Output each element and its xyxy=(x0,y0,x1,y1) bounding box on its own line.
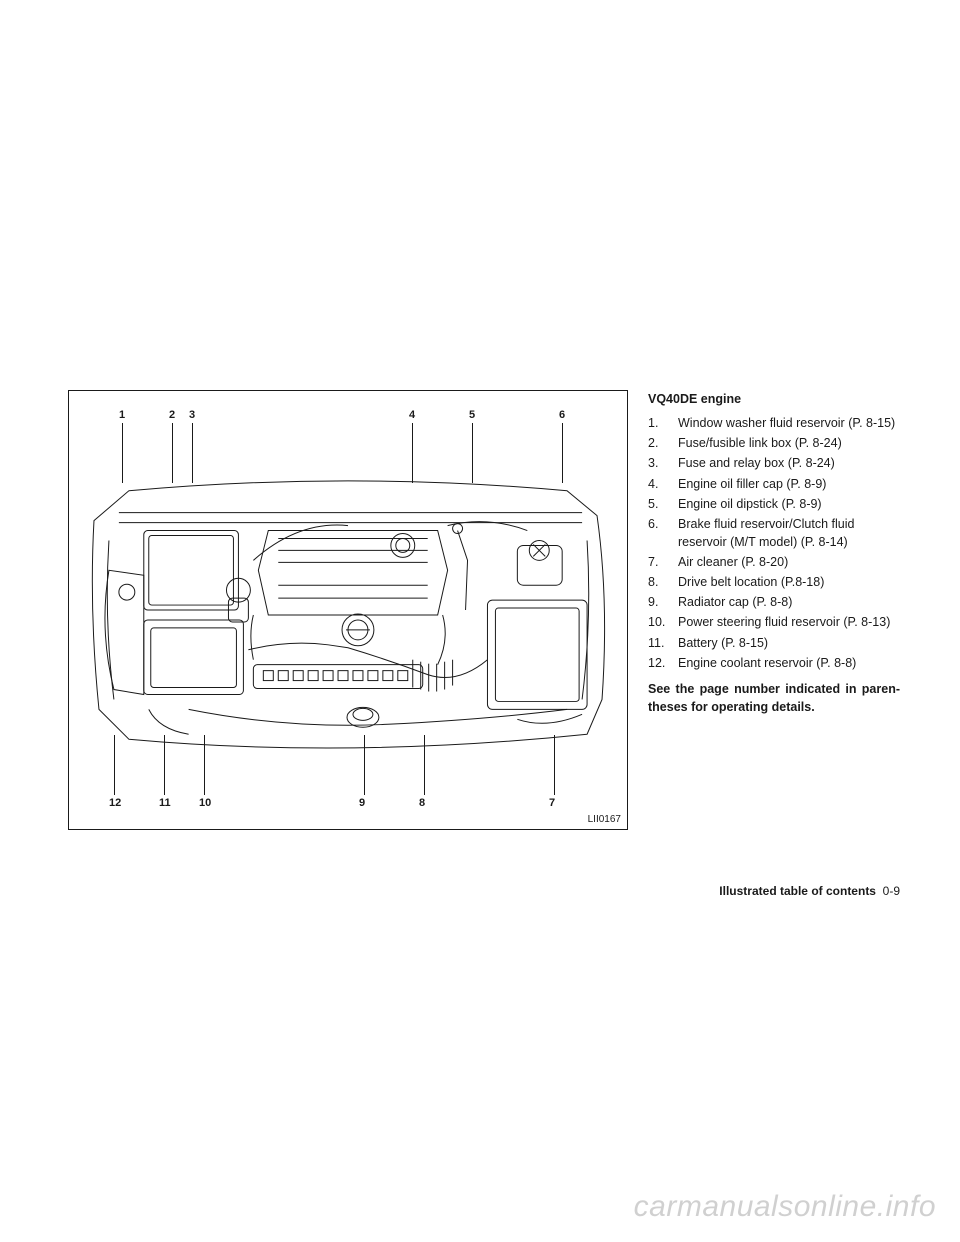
callout-number: 7 xyxy=(549,797,555,809)
callout-number: 1 xyxy=(119,409,125,421)
legend-item-num: 6. xyxy=(648,515,668,551)
legend-item-num: 5. xyxy=(648,495,668,513)
callout-number: 5 xyxy=(469,409,475,421)
legend-item: 8. Drive belt location (P.8-18) xyxy=(648,573,900,591)
legend-item-text: Air cleaner (P. 8-20) xyxy=(678,553,788,571)
legend-item-text: Engine oil dipstick (P. 8-9) xyxy=(678,495,822,513)
legend-item: 4. Engine oil filler cap (P. 8-9) xyxy=(648,475,900,493)
legend-item-num: 11. xyxy=(648,634,668,652)
callout-leader xyxy=(424,735,425,795)
footer-section: Illustrated table of contents xyxy=(719,884,876,898)
legend-item-text: Power steering fluid reservoir (P. 8-13) xyxy=(678,613,890,631)
legend-item: 12. Engine coolant reservoir (P. 8-8) xyxy=(648,654,900,672)
callout-leader xyxy=(164,735,165,795)
legend-item-text: Fuse and relay box (P. 8-24) xyxy=(678,454,835,472)
legend-item: 2. Fuse/fusible link box (P. 8-24) xyxy=(648,434,900,452)
watermark: carmanualsonline.info xyxy=(634,1190,936,1224)
legend-item-num: 4. xyxy=(648,475,668,493)
legend-list: 1. Window washer fluid reservoir (P. 8-15… xyxy=(648,414,900,672)
legend-item-num: 12. xyxy=(648,654,668,672)
callout-leader xyxy=(562,423,563,483)
legend-item: 5. Engine oil dipstick (P. 8-9) xyxy=(648,495,900,513)
figure-ref: LII0167 xyxy=(588,814,621,825)
legend-item: 3. Fuse and relay box (P. 8-24) xyxy=(648,454,900,472)
legend-item: 1. Window washer fluid reservoir (P. 8-15… xyxy=(648,414,900,432)
legend-item-num: 2. xyxy=(648,434,668,452)
legend-item-num: 7. xyxy=(648,553,668,571)
legend-item-num: 9. xyxy=(648,593,668,611)
manual-page: LII0167 123456121110987 VQ40DE engine 1.… xyxy=(68,390,900,830)
legend-item-num: 1. xyxy=(648,414,668,432)
callout-leader xyxy=(554,735,555,795)
legend-item: 6. Brake fluid reservoir/Clutch fluid res… xyxy=(648,515,900,551)
legend-item: 7. Air cleaner (P. 8-20) xyxy=(648,553,900,571)
legend-item: 9. Radiator cap (P. 8-8) xyxy=(648,593,900,611)
callout-number: 9 xyxy=(359,797,365,809)
callout-number: 10 xyxy=(199,797,211,809)
legend-item-text: Window washer fluid reservoir (P. 8-15) xyxy=(678,414,895,432)
callout-number: 4 xyxy=(409,409,415,421)
legend-item-num: 10. xyxy=(648,613,668,631)
callout-leader xyxy=(122,423,123,483)
callout-leader xyxy=(114,735,115,795)
callout-number: 12 xyxy=(109,797,121,809)
legend-item-text: Battery (P. 8-15) xyxy=(678,634,768,652)
legend-item-text: Engine oil filler cap (P. 8-9) xyxy=(678,475,826,493)
legend-item-text: Brake fluid reservoir/Clutch fluid reser… xyxy=(678,515,900,551)
legend-item-num: 8. xyxy=(648,573,668,591)
callout-number: 2 xyxy=(169,409,175,421)
legend-item: 10. Power steering fluid reservoir (P. 8-… xyxy=(648,613,900,631)
callout-number: 8 xyxy=(419,797,425,809)
legend-item-text: Engine coolant reservoir (P. 8-8) xyxy=(678,654,856,672)
legend-column: VQ40DE engine 1. Window washer fluid rese… xyxy=(648,390,900,830)
callout-leader xyxy=(172,423,173,483)
engine-figure-box: LII0167 123456121110987 xyxy=(68,390,628,830)
legend-item: 11. Battery (P. 8-15) xyxy=(648,634,900,652)
callout-leader xyxy=(364,735,365,795)
page-footer: Illustrated table of contents 0-9 xyxy=(719,884,900,898)
engine-heading: VQ40DE engine xyxy=(648,390,900,408)
legend-item-text: Fuse/fusible link box (P. 8-24) xyxy=(678,434,842,452)
legend-item-num: 3. xyxy=(648,454,668,472)
legend-item-text: Radiator cap (P. 8-8) xyxy=(678,593,792,611)
engine-drawing xyxy=(89,461,607,769)
legend-item-text: Drive belt location (P.8-18) xyxy=(678,573,824,591)
callout-leader xyxy=(472,423,473,483)
callout-leader xyxy=(412,423,413,483)
legend-note: See the page number indicated in paren­t… xyxy=(648,680,900,716)
footer-page: 0-9 xyxy=(883,884,900,898)
callout-leader xyxy=(192,423,193,483)
callout-leader xyxy=(204,735,205,795)
callout-number: 11 xyxy=(159,797,171,809)
callout-number: 3 xyxy=(189,409,195,421)
callout-number: 6 xyxy=(559,409,565,421)
